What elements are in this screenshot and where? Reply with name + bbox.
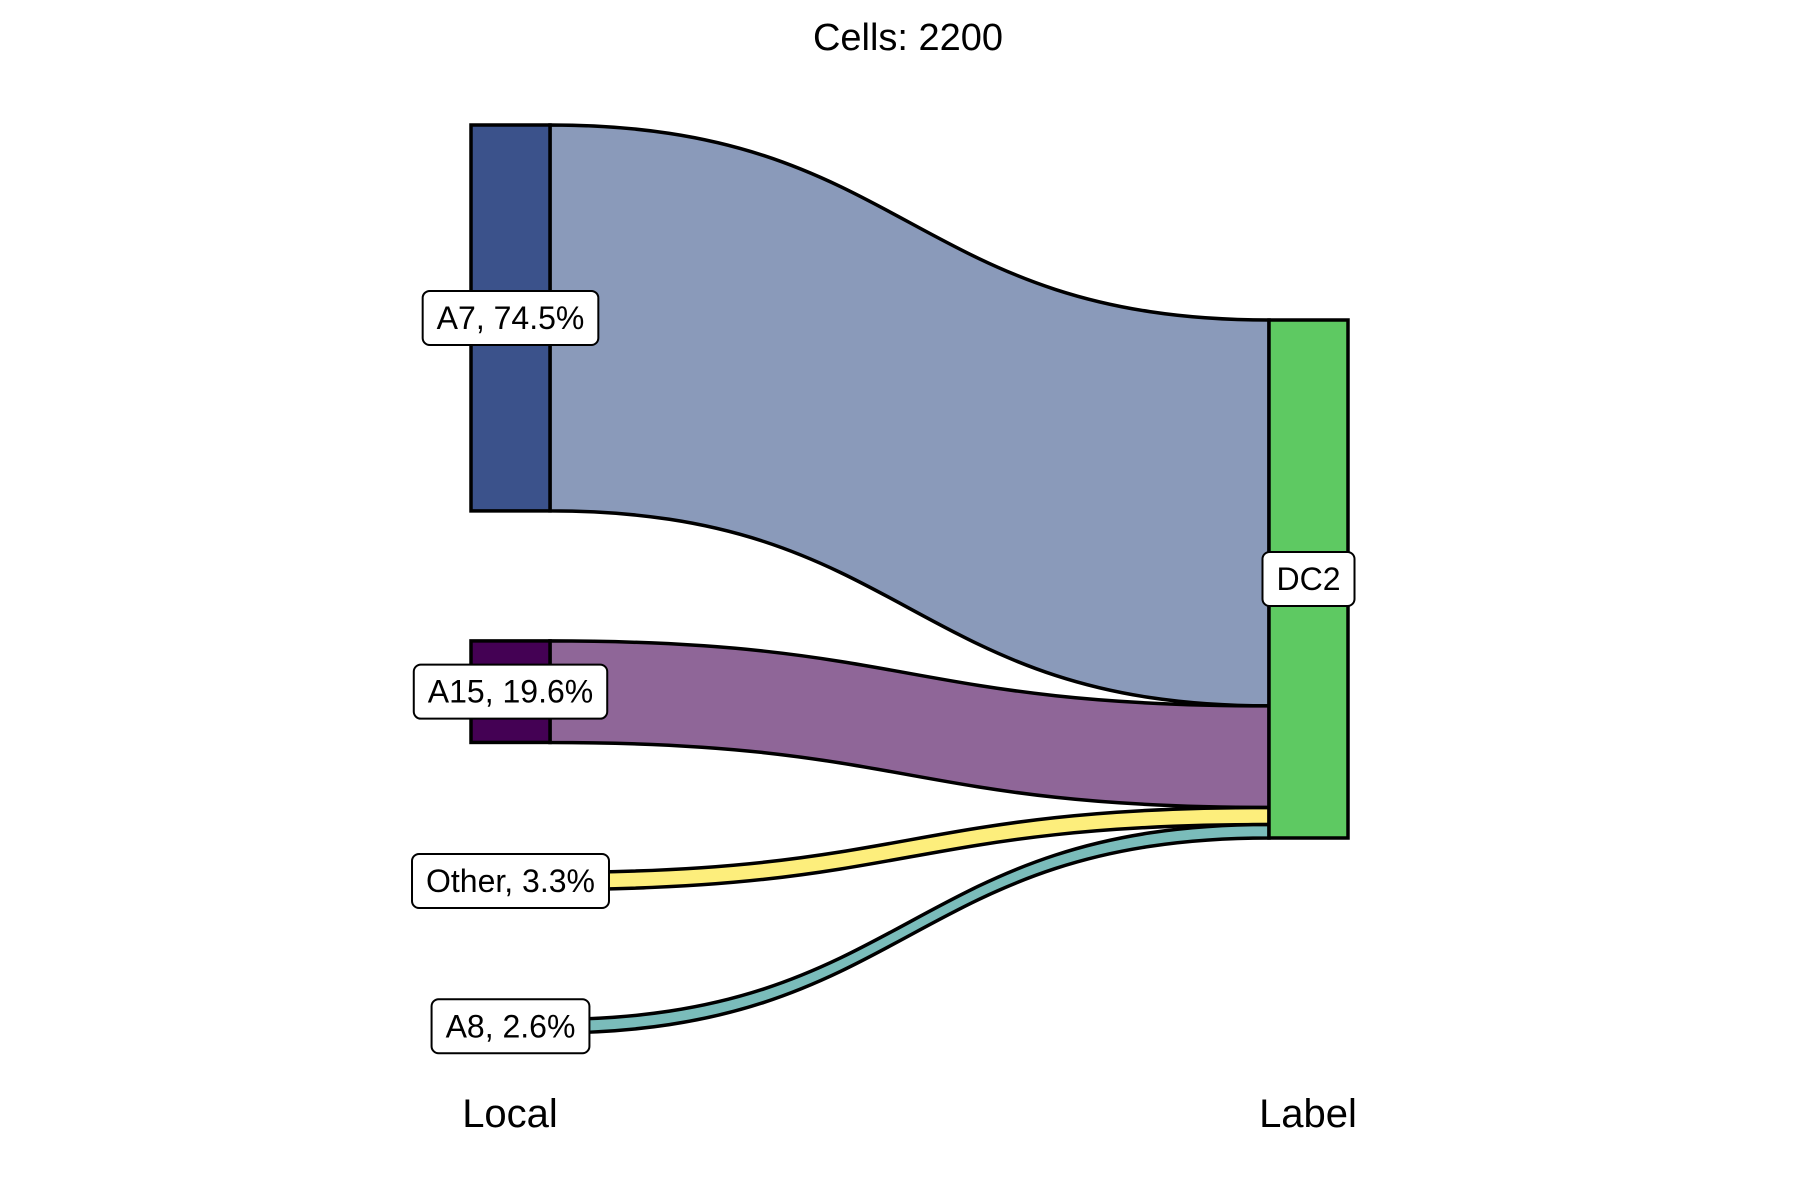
target-label-dc2-text: DC2 bbox=[1276, 561, 1340, 597]
chart-title: Cells: 2200 bbox=[813, 17, 1003, 59]
source-label-other-text: Other, 3.3% bbox=[426, 863, 595, 899]
flow-other-to-dc2 bbox=[548, 805, 1271, 892]
source-label-a7-text: A7, 74.5% bbox=[437, 300, 585, 336]
labels-layer: A7, 74.5% A15, 19.6% Other, 3.3% A8, 2.6% DC… bbox=[411, 289, 1356, 1055]
source-label-other-box bbox=[411, 852, 610, 909]
source-label-a8-box bbox=[430, 998, 591, 1055]
source-label-other: Other, 3.3% bbox=[411, 852, 610, 909]
source-label-a8-text: A8, 2.6% bbox=[446, 1008, 576, 1044]
axis-label-local: Local bbox=[462, 1092, 558, 1136]
source-label-a8: A8, 2.6% bbox=[430, 998, 591, 1055]
target-label-dc2: DC2 bbox=[1261, 551, 1356, 607]
source-label-a7-box bbox=[421, 289, 600, 346]
flow-a7-to-dc2 bbox=[548, 123, 1271, 708]
source-label-a15-box bbox=[412, 663, 609, 720]
axis-label-label: Label bbox=[1259, 1092, 1357, 1136]
target-label-dc2-box bbox=[1261, 551, 1356, 607]
flows-layer bbox=[548, 123, 1271, 1035]
source-label-a15: A15, 19.6% bbox=[412, 663, 609, 720]
source-label-a7: A7, 74.5% bbox=[421, 289, 600, 346]
source-label-a15-text: A15, 19.6% bbox=[428, 674, 593, 710]
